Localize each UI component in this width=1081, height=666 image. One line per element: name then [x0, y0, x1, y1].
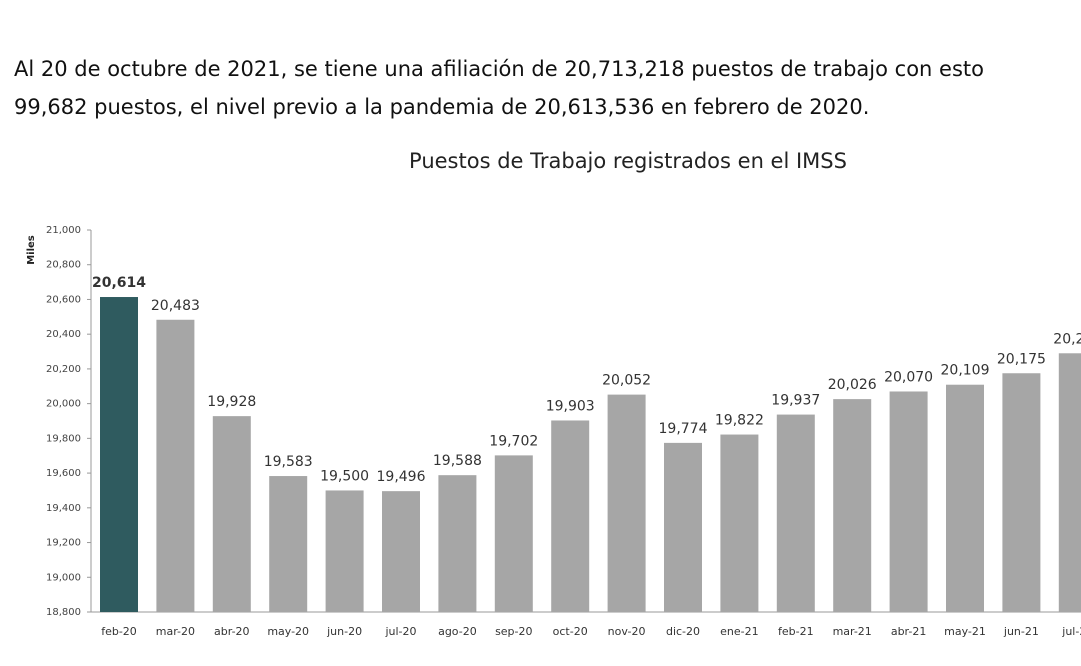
bar [269, 476, 308, 612]
y-tick-label: 20,400 [46, 329, 81, 340]
y-tick-label: 19,800 [46, 433, 81, 444]
x-tick-label: jul-20 [384, 625, 416, 638]
bar [720, 434, 759, 612]
y-tick-label: 19,400 [46, 503, 81, 514]
bar [946, 384, 984, 612]
bar [156, 319, 195, 612]
bar [833, 399, 872, 612]
x-tick-label: jun-21 [1003, 625, 1039, 638]
bar [438, 475, 477, 612]
x-tick-label: may-21 [944, 625, 986, 638]
value-label: 20,026 [828, 377, 877, 393]
value-label: 19,928 [207, 394, 256, 410]
value-label: 20,070 [884, 369, 933, 385]
y-tick-label: 18,800 [46, 607, 81, 618]
paragraph-line: 99,682 puestos, el nivel previo a la pan… [14, 95, 869, 119]
bar [382, 491, 420, 612]
x-tick-label: mar-21 [833, 625, 872, 638]
x-tick-label: oct-20 [553, 625, 588, 638]
y-tick-label: 21,000 [46, 225, 81, 236]
x-tick-label: jul-21 [1061, 625, 1081, 638]
value-label: 20,052 [602, 373, 651, 389]
bar [494, 455, 533, 612]
y-tick-label: 20,600 [46, 294, 81, 305]
bar [1002, 373, 1041, 612]
bar [100, 297, 138, 612]
bar [1058, 353, 1081, 612]
y-tick-label: 19,000 [46, 572, 81, 583]
y-tick-label: 19,200 [46, 538, 81, 549]
value-label: 19,588 [433, 453, 482, 469]
x-tick-label: ago-20 [438, 625, 477, 638]
x-tick-label: abr-20 [214, 625, 250, 638]
y-tick-label: 20,800 [46, 260, 81, 271]
y-axis-label: Miles [26, 235, 37, 265]
x-tick-label: nov-20 [608, 625, 646, 638]
x-tick-label: jun-20 [326, 625, 362, 638]
x-tick-label: mar-20 [156, 625, 195, 638]
x-tick-label: ene-21 [720, 625, 758, 638]
value-label: 20,175 [997, 351, 1046, 367]
paragraph-line: Al 20 de octubre de 2021, se tiene una a… [14, 57, 984, 81]
x-tick-label: dic-20 [666, 625, 700, 638]
x-tick-label: feb-21 [778, 625, 814, 638]
bar [607, 394, 646, 612]
x-tick-label: feb-20 [101, 625, 137, 638]
value-label: 19,903 [546, 398, 595, 414]
bar [776, 414, 815, 612]
value-label: 19,496 [377, 469, 426, 485]
bar [551, 420, 590, 612]
value-label: 19,774 [659, 421, 708, 437]
value-label: 19,500 [320, 468, 369, 484]
value-label: 20,290 [1053, 331, 1081, 347]
value-label: 20,614 [92, 275, 146, 291]
y-tick-label: 19,600 [46, 468, 81, 479]
x-tick-label: may-20 [267, 625, 309, 638]
x-tick-label: sep-20 [495, 625, 532, 638]
value-label: 19,702 [489, 433, 538, 449]
value-label: 19,583 [264, 454, 313, 470]
value-label: 20,483 [151, 298, 200, 314]
x-tick-label: abr-21 [891, 625, 927, 638]
y-tick-label: 20,000 [46, 399, 81, 410]
value-label: 20,109 [941, 363, 990, 379]
value-label: 19,937 [771, 393, 820, 409]
bar [664, 442, 702, 612]
bar [325, 490, 364, 612]
chart-title: Puestos de Trabajo registrados en el IMS… [409, 149, 847, 173]
bar [212, 416, 251, 612]
y-tick-label: 20,200 [46, 364, 81, 375]
bar [889, 391, 928, 612]
value-label: 19,822 [715, 413, 764, 429]
